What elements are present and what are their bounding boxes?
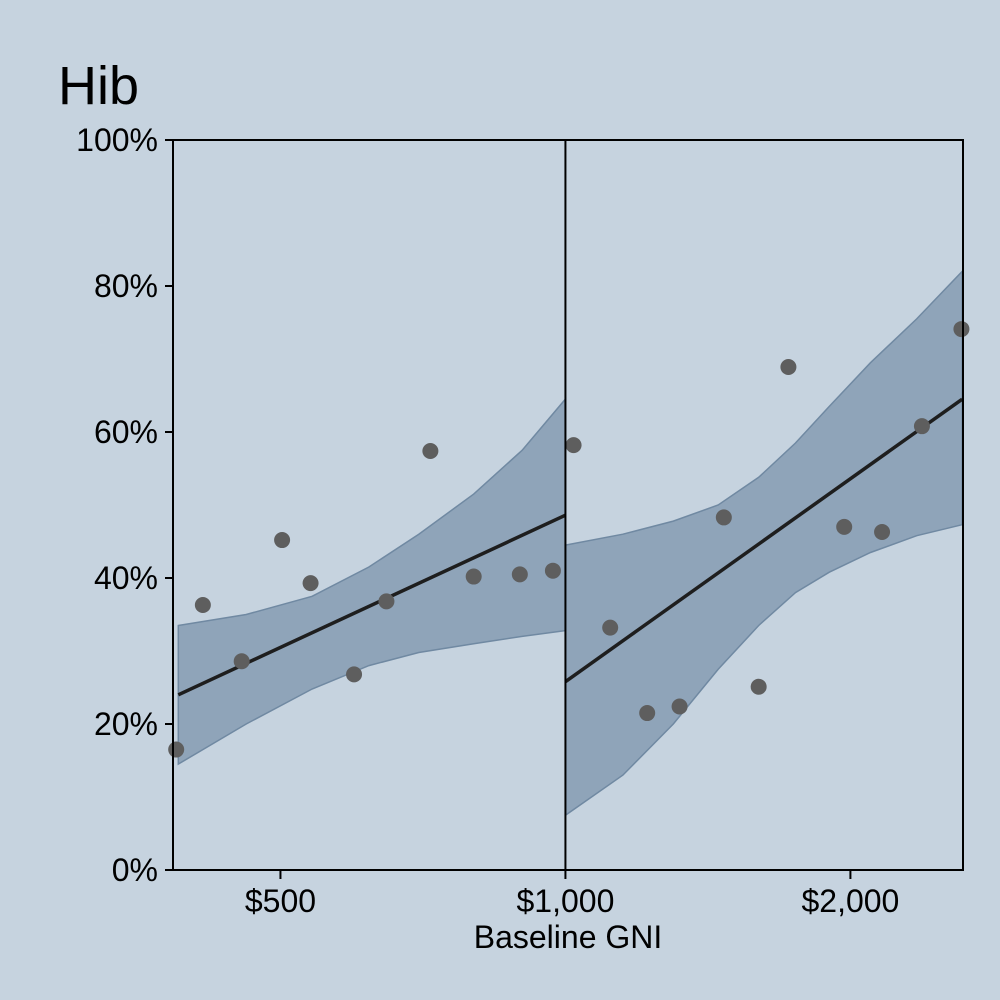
data-point: [836, 518, 853, 535]
y-tick-label: 20%: [94, 706, 158, 742]
data-point: [602, 619, 619, 636]
data-point: [671, 698, 688, 715]
y-tick-label: 0%: [112, 852, 158, 888]
data-point: [346, 666, 363, 683]
y-tick-label: 40%: [94, 560, 158, 596]
x-tick-label: $1,000: [516, 883, 614, 919]
chart-title: Hib: [58, 56, 139, 116]
data-point: [302, 575, 319, 592]
data-point: [780, 359, 797, 376]
data-point: [233, 653, 250, 670]
y-tick-label: 80%: [94, 268, 158, 304]
x-axis-label: Baseline GNI: [474, 919, 663, 955]
data-point: [511, 566, 528, 583]
data-point: [465, 568, 482, 585]
data-point: [422, 442, 439, 459]
data-point: [715, 509, 732, 526]
data-points: [168, 321, 970, 758]
data-point: [953, 321, 970, 338]
data-point: [274, 532, 291, 549]
y-tick-label: 100%: [76, 122, 158, 158]
data-point: [874, 524, 891, 541]
data-point: [194, 597, 211, 614]
y-axis: 0% 20% 40% 60% 80% 100%: [76, 122, 173, 888]
data-point: [639, 705, 656, 722]
data-point: [168, 741, 185, 758]
data-point: [544, 562, 561, 579]
plot-frame: [172, 139, 964, 871]
y-tick-label: 60%: [94, 414, 158, 450]
data-point: [378, 593, 395, 610]
data-point: [913, 418, 930, 435]
x-tick-label: $2,000: [801, 883, 899, 919]
x-axis: $500 $1,000 $2,000: [245, 870, 899, 919]
fit-line-2: [564, 397, 964, 684]
data-point: [565, 437, 582, 454]
data-point: [750, 678, 767, 695]
x-tick-label: $500: [245, 883, 316, 919]
